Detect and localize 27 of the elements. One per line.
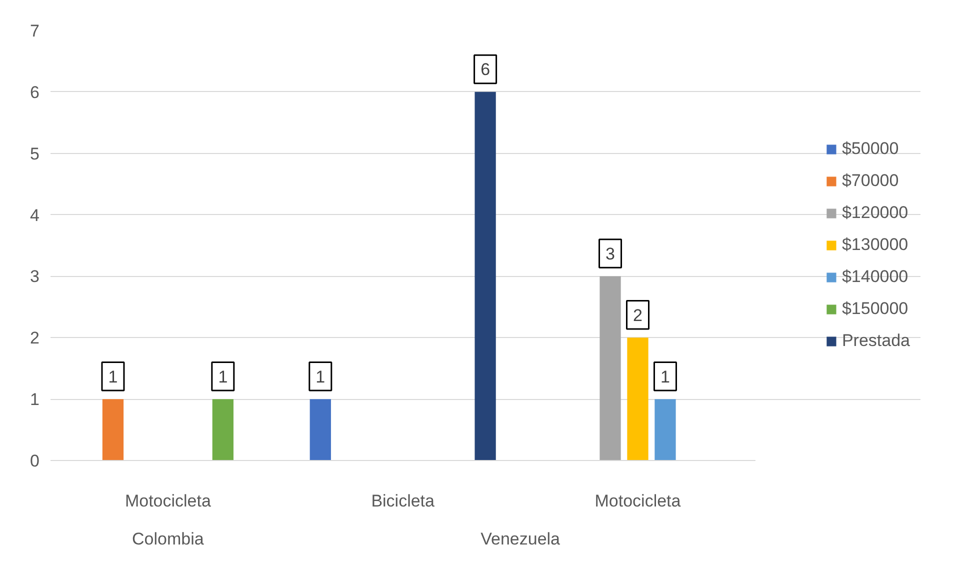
data-label: 1 <box>660 367 670 386</box>
data-label: 2 <box>633 306 642 325</box>
y-tick-label: 0 <box>30 452 40 470</box>
y-tick-label: 2 <box>30 328 40 348</box>
data-label: 1 <box>218 367 228 386</box>
legend-label: $120000 <box>842 203 908 223</box>
data-label: 1 <box>316 367 326 386</box>
data-label: 6 <box>480 60 490 80</box>
legend-label: $70000 <box>842 171 899 191</box>
x-tick-label: Motocicleta <box>124 492 212 510</box>
x-tick-label: Bicicleta <box>371 492 436 510</box>
y-tick-label: 3 <box>30 267 40 286</box>
legend-label: $140000 <box>842 267 908 287</box>
legend-label: $130000 <box>842 235 908 255</box>
x-tick-label: Motocicleta <box>594 492 682 510</box>
text: Venezuela <box>480 530 561 548</box>
y-tick-label: 5 <box>30 144 40 164</box>
legend-label: $50000 <box>842 139 899 159</box>
y-tick-label: 6 <box>30 82 40 102</box>
data-label: 3 <box>606 244 616 264</box>
legend-label: $150000 <box>842 299 908 319</box>
y-tick-label: 7 <box>30 22 40 40</box>
legend-label: Prestada <box>842 331 910 351</box>
text: Colombia <box>132 530 204 548</box>
y-tick-label: 4 <box>30 206 40 225</box>
data-label: 1 <box>108 367 118 386</box>
y-tick-label: 1 <box>30 390 40 410</box>
